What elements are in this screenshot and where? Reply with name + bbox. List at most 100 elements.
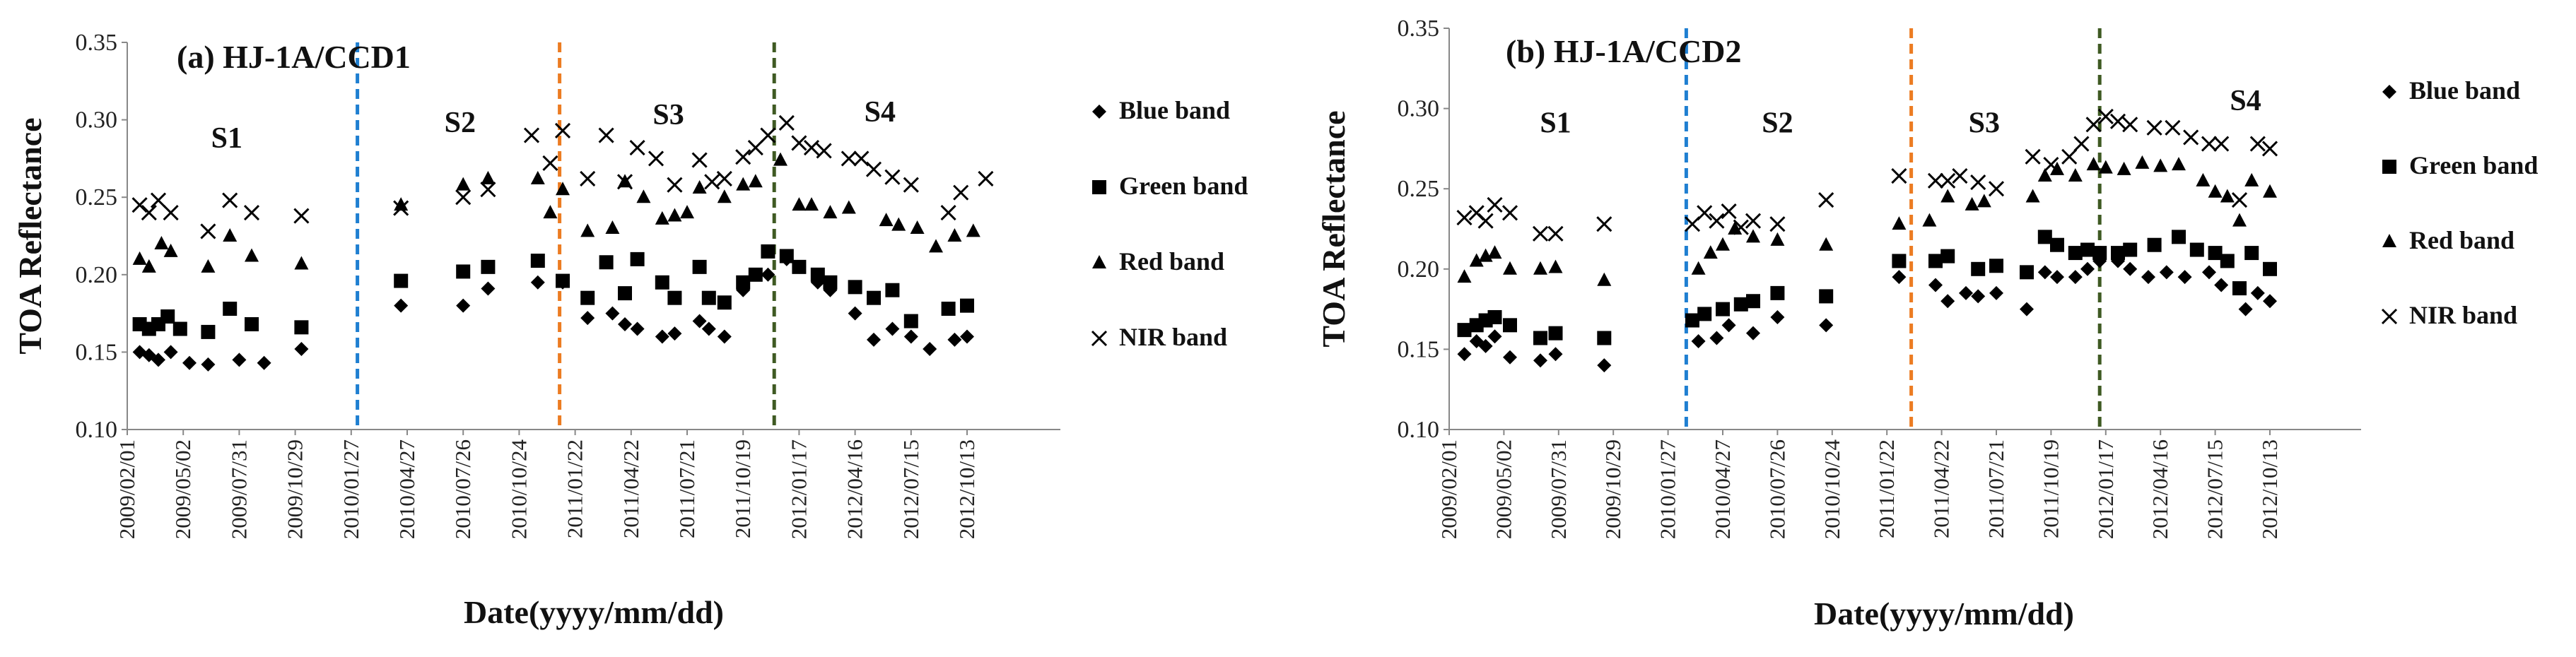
data-point (2117, 161, 2131, 175)
data-point (704, 174, 720, 190)
data-point (1548, 326, 1563, 341)
data-point (2263, 261, 2277, 276)
data-point (163, 345, 178, 360)
x-tick-label: 2010/01/27 (339, 439, 363, 539)
data-point (1965, 196, 1979, 211)
data-point (1478, 338, 1493, 353)
data-point (1970, 174, 1986, 191)
data-point (823, 205, 838, 219)
data-point (2220, 254, 2235, 268)
data-point (717, 329, 732, 344)
data-point (960, 298, 974, 313)
legend-entry: Red band (1119, 247, 1224, 276)
data-point (1770, 232, 1785, 246)
data-point (456, 264, 471, 279)
y-tick-label: 0.10 (1398, 417, 1440, 443)
data-point (2263, 184, 2277, 198)
data-point (1487, 329, 1502, 344)
data-point (1746, 294, 1760, 309)
data-point (455, 189, 472, 206)
data-point (1928, 254, 1943, 268)
legend-entry: Green band (2409, 151, 2538, 179)
y-tick-label: 0.20 (1398, 256, 1440, 283)
data-point (2092, 246, 2107, 261)
data-point (879, 213, 894, 227)
data-point (966, 223, 980, 237)
x-tick-label: 2009/05/02 (170, 439, 195, 539)
data-point (1733, 297, 1748, 312)
data-point (243, 205, 260, 221)
data-point (141, 259, 156, 273)
x-tick-label: 2012/01/17 (2093, 439, 2118, 539)
legend-marker-diamond (2382, 85, 2396, 99)
data-point (1716, 237, 1730, 251)
data-point (1501, 205, 1518, 221)
data-point (2165, 119, 2181, 136)
series-green-band (1457, 230, 2277, 345)
data-point (717, 189, 732, 203)
y-tick-label: 0.25 (1398, 176, 1440, 202)
data-point (556, 273, 570, 288)
data-point (1892, 270, 1907, 285)
data-point (2189, 242, 2204, 257)
segment-label-s3: S3 (1969, 107, 2000, 140)
data-point (2123, 261, 2138, 276)
data-point (716, 170, 732, 187)
data-point (605, 220, 620, 235)
data-point (554, 122, 571, 139)
data-point (393, 200, 409, 216)
legend-marker-x (1091, 330, 1108, 347)
y-tick-label: 0.30 (76, 107, 118, 134)
data-point (748, 267, 763, 282)
x-tick-label: 2011/04/22 (1929, 439, 1954, 538)
data-point (163, 243, 178, 257)
legend-entry: Red band (2409, 226, 2514, 254)
data-point (2061, 148, 2078, 165)
data-point (853, 150, 870, 167)
data-point (2037, 230, 2052, 244)
data-point (717, 295, 732, 310)
data-point (2159, 265, 2174, 280)
data-point (1709, 331, 1724, 345)
chart-panel-b: 0.10 0.15 0.20 0.25 0.30 0.35 2009/02/01 2009/0… (1316, 16, 2538, 632)
data-point (1703, 245, 1718, 259)
data-point (2050, 270, 2064, 285)
data-point (636, 189, 651, 203)
series-blue-band (1457, 254, 2277, 373)
data-point (132, 251, 147, 265)
data-point (2183, 129, 2199, 146)
data-point (2244, 172, 2259, 187)
data-point (655, 275, 669, 290)
data-point (848, 280, 862, 295)
data-point (2244, 246, 2259, 261)
data-point (1457, 347, 1472, 362)
data-point (2043, 157, 2059, 173)
data-point (2086, 157, 2101, 171)
data-point (667, 290, 682, 305)
data-point (701, 290, 716, 305)
data-point (630, 321, 645, 336)
data-point (150, 192, 167, 208)
x-tick-label: 2009/10/29 (1600, 439, 1625, 539)
data-point (201, 324, 216, 339)
data-point (543, 205, 558, 219)
data-point (580, 311, 595, 326)
data-point (2111, 246, 2125, 261)
data-point (2073, 136, 2090, 152)
x-tick-label: 2011/01/22 (1874, 439, 1899, 538)
data-point (1818, 192, 1834, 208)
segment-label-s2: S2 (1762, 107, 1793, 140)
data-point (810, 267, 825, 282)
chart-title: (b) HJ-1A/CCD2 (1506, 33, 1741, 69)
series-blue-band (132, 251, 974, 372)
legend-entry: Blue band (2409, 76, 2520, 105)
data-point (1477, 213, 1494, 229)
data-point (556, 182, 570, 196)
data-point (2080, 261, 2095, 276)
data-point (903, 329, 918, 344)
data-point (1891, 167, 1907, 184)
legend: Blue band Green band Red band NIR band (1091, 96, 1248, 351)
data-point (1697, 205, 1713, 221)
data-point (2050, 161, 2064, 175)
data-point (1746, 326, 1760, 341)
